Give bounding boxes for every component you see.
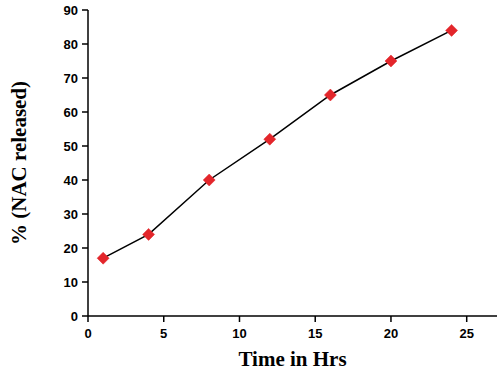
x-tick <box>466 316 468 322</box>
data-point <box>143 228 155 240</box>
data-point <box>97 252 109 264</box>
y-tick <box>82 77 88 79</box>
x-tick-label: 10 <box>232 326 246 341</box>
y-tick <box>82 315 88 317</box>
y-axis <box>87 10 89 316</box>
y-tick <box>82 111 88 113</box>
y-tick-label: 60 <box>64 105 78 120</box>
data-line <box>103 30 451 258</box>
x-axis <box>88 315 497 317</box>
data-point <box>324 89 336 101</box>
y-tick-label: 70 <box>64 71 78 86</box>
chart-container: 0 5 10 15 20 25 0 10 20 30 40 50 60 70 80 90 Time in Hrs… <box>0 0 500 380</box>
x-tick-label: 0 <box>84 326 91 341</box>
y-tick-label: 10 <box>64 275 78 290</box>
data-point <box>446 24 458 36</box>
chart: 0 5 10 15 20 25 0 10 20 30 40 50 60 70 80 90 Time in Hrs… <box>0 0 500 380</box>
y-axis-label: % (NAC released) <box>7 81 31 245</box>
data-point <box>385 55 397 67</box>
y-tick-label: 40 <box>64 173 78 188</box>
y-tick <box>82 145 88 147</box>
y-tick <box>82 9 88 11</box>
y-tick-label: 50 <box>64 139 78 154</box>
x-tick <box>163 316 165 322</box>
y-tick <box>82 213 88 215</box>
x-tick-label: 25 <box>459 326 473 341</box>
y-tick-label: 20 <box>64 241 78 256</box>
plot-area <box>97 24 457 264</box>
y-tick-label: 80 <box>64 37 78 52</box>
x-tick-label: 20 <box>384 326 398 341</box>
x-tick-label: 5 <box>160 326 167 341</box>
y-tick <box>82 247 88 249</box>
y-tick <box>82 281 88 283</box>
y-tick <box>82 43 88 45</box>
x-tick <box>87 316 89 322</box>
x-axis-label: Time in Hrs <box>238 347 346 371</box>
y-tick-label: 0 <box>71 309 78 324</box>
y-tick-label: 90 <box>64 3 78 18</box>
x-tick <box>239 316 241 322</box>
x-tick <box>314 316 316 322</box>
data-point <box>264 133 276 145</box>
data-point <box>203 174 215 186</box>
y-tick-label: 30 <box>64 207 78 222</box>
y-tick <box>82 179 88 181</box>
x-tick-label: 15 <box>308 326 322 341</box>
x-tick <box>390 316 392 322</box>
